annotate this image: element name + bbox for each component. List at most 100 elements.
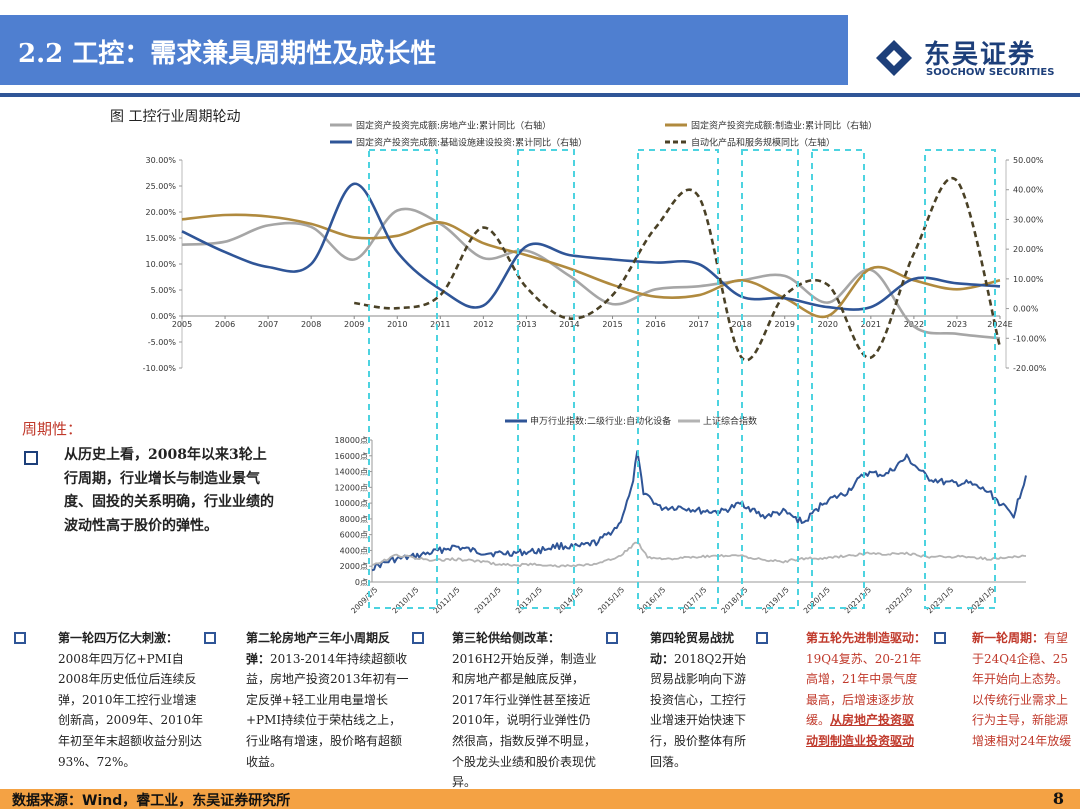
series-line xyxy=(371,541,1027,568)
bullet-square-icon xyxy=(412,632,424,644)
round-highlight: 从房地产投资驱动到制造业投资驱动 xyxy=(806,713,915,748)
series-line xyxy=(181,182,1001,311)
round-title: 第二轮房地产三年小周期反弹： xyxy=(246,631,391,666)
y-tick-label: 2000点 xyxy=(340,562,368,571)
legend-label: 固定资产投资完成额:基础设施建设投资:累计同比（右轴） xyxy=(356,137,587,149)
round-body: 2013-2014年持续超额收益，房地产投资2013年初有一定反弹+轻工业用电量… xyxy=(246,651,409,769)
cycle-label: 周期性： xyxy=(22,420,83,438)
x-tick-label: 2011/1/5 xyxy=(431,585,461,615)
y-right-tick-label: 10.00% xyxy=(1013,275,1044,284)
bullet-square-icon xyxy=(934,632,946,644)
data-source: 数据来源：Wind，睿工业，东吴证券研究所 xyxy=(12,793,291,809)
bullet-square-icon xyxy=(24,451,38,465)
x-tick-label: 2021/1/5 xyxy=(843,585,873,615)
round-4: 第四轮贸易战扰动：2018Q2开始贸易战影响向下游投资信心，工控行业增速开始快速… xyxy=(606,628,754,772)
round-body: 19Q4复苏、20-21年高增，21年中景气度最高，后增速逐步放缓。 xyxy=(806,651,922,728)
x-tick-label: 2015 xyxy=(602,320,622,329)
y-tick-label: 4000点 xyxy=(340,546,368,555)
bullet-square-icon xyxy=(204,632,216,644)
series-line xyxy=(371,450,1027,572)
x-tick-label: 2006 xyxy=(215,320,235,329)
legend-label: 固定资产投资完成额:制造业:累计同比（右轴） xyxy=(691,120,877,132)
x-tick-label: 2009 xyxy=(344,320,364,329)
x-tick-label: 2012 xyxy=(473,320,493,329)
round-title: 第三轮供给侧改革： xyxy=(452,631,561,645)
x-tick-label: 2020/1/5 xyxy=(802,585,832,615)
title-bar: 2.2 工控：需求兼具周期性及成长性 xyxy=(0,15,848,85)
legend-label: 申万行业指数:二级行业:自动化设备 xyxy=(530,415,671,427)
y-tick-label: 18000点 xyxy=(335,436,368,445)
x-tick-label: 2009/1/5 xyxy=(349,585,379,615)
y-left-tick-label: 15.00% xyxy=(145,234,176,243)
bullet-square-icon xyxy=(756,632,768,644)
footer: 数据来源：Wind，睿工业，东吴证券研究所 8 xyxy=(0,789,1080,809)
y-left-tick-label: 25.00% xyxy=(145,182,176,191)
round-body: 2016H2开始反弹，制造业和房地产都是触底反弹，2017年行业弹性甚至接近20… xyxy=(452,651,597,790)
x-tick-label: 2013/1/5 xyxy=(514,585,544,615)
legend-label: 自动化产品和服务规模同比（左轴） xyxy=(691,137,835,149)
x-tick-label: 2018 xyxy=(732,320,752,329)
y-left-tick-label: 10.00% xyxy=(145,260,176,269)
series-line xyxy=(181,213,1001,319)
x-tick-label: 2005 xyxy=(172,320,192,329)
round-2: 第二轮房地产三年小周期反弹：2013-2014年持续超额收益，房地产投资2013… xyxy=(204,628,412,772)
round-title: 新一轮周期： xyxy=(972,631,1045,645)
header-divider xyxy=(0,93,1080,97)
y-tick-label: 12000点 xyxy=(335,483,368,492)
y-left-tick-label: -10.00% xyxy=(143,364,177,373)
y-right-tick-label: 20.00% xyxy=(1013,245,1044,254)
y-right-tick-label: 40.00% xyxy=(1013,186,1044,195)
x-tick-label: 2015/1/5 xyxy=(596,585,626,615)
logo-name-cn: 东吴证券 xyxy=(924,40,1037,70)
legend-label: 固定资产投资完成额:房地产业:累计同比（右轴） xyxy=(356,120,551,132)
x-tick-label: 2010 xyxy=(387,320,407,329)
company-logo: 东吴证券 SOOCHOW SECURITIES xyxy=(872,30,1062,82)
bullet-square-icon xyxy=(14,632,26,644)
x-tick-label: 2007 xyxy=(258,320,278,329)
round-title: 第四轮贸易战扰动： xyxy=(650,631,735,666)
x-tick-label: 2018/1/5 xyxy=(719,585,749,615)
y-left-tick-label: -5.00% xyxy=(148,338,177,347)
x-tick-label: 2023/1/5 xyxy=(925,585,955,615)
y-right-tick-label: 0.00% xyxy=(1013,305,1039,314)
y-tick-label: 0点 xyxy=(355,578,368,587)
y-left-tick-label: 0.00% xyxy=(151,312,177,321)
cycle-rotation-chart: 固定资产投资完成额:房地产业:累计同比（右轴） 固定资产投资完成额:制造业:累计同… xyxy=(143,120,1047,374)
y-right-tick-label: -10.00% xyxy=(1013,334,1047,343)
x-tick-label: 2011 xyxy=(430,320,450,329)
page-number: 8 xyxy=(1052,789,1064,808)
x-tick-label: 2014/1/5 xyxy=(555,585,585,615)
rounds-section: 第一轮四万亿大刺激： 2008年四万亿+PMI自2008年历史低位后连续反弹，20… xyxy=(0,628,1080,789)
x-tick-label: 2023 xyxy=(947,320,967,329)
y-right-tick-label: -20.00% xyxy=(1013,364,1047,373)
x-tick-label: 2012/1/5 xyxy=(473,585,503,615)
x-tick-label: 2013 xyxy=(516,320,536,329)
round-title: 第五轮先进制造驱动： xyxy=(806,631,927,645)
round-3: 第三轮供给侧改革： 2016H2开始反弹，制造业和房地产都是触底反弹，2017年行… xyxy=(412,628,600,793)
round-6: 新一轮周期：有望于24Q4企稳、25年开始向上态势。以传统行业需求上行为主导，新… xyxy=(934,628,1072,752)
x-tick-label: 2014 xyxy=(559,320,579,329)
x-tick-label: 2024/1/5 xyxy=(966,585,996,615)
y-tick-label: 14000点 xyxy=(335,468,368,477)
x-tick-label: 2020 xyxy=(818,320,838,329)
logo-mark-icon xyxy=(876,40,912,76)
x-tick-label: 2021 xyxy=(861,320,881,329)
x-tick-label: 2017 xyxy=(688,320,708,329)
x-tick-label: 2019/1/5 xyxy=(761,585,791,615)
y-tick-label: 6000点 xyxy=(340,531,368,540)
y-tick-label: 8000点 xyxy=(340,515,368,524)
x-tick-label: 2016/1/5 xyxy=(637,585,667,615)
round-5: 第五轮先进制造驱动： 19Q4复苏、20-21年高增，21年中景气度最高，后增速逐… xyxy=(756,628,927,752)
y-left-tick-label: 30.00% xyxy=(145,156,176,165)
legend-label: 上证综合指数 xyxy=(703,415,757,427)
series-line xyxy=(181,207,1001,340)
x-tick-label: 2008 xyxy=(301,320,321,329)
y-right-tick-label: 30.00% xyxy=(1013,215,1044,224)
round-title: 第一轮四万亿大刺激： xyxy=(58,631,179,645)
cycle-description: 从历史上看，2008年以来3轮上行周期，行业增长与制造业景气度、固投的关系明确，… xyxy=(64,447,274,534)
page-title: 2.2 工控：需求兼具周期性及成长性 xyxy=(18,39,437,69)
round-body: 有望于24Q4企稳、25年开始向上态势。以传统行业需求上行为主导，新能源增速相对… xyxy=(972,631,1072,748)
logo-name-en: SOOCHOW SECURITIES xyxy=(926,67,1055,78)
round-body: 2018Q2开始贸易战影响向下游投资信心，工控行业增速开始快速下行，股价整体有所… xyxy=(650,651,747,769)
round-1: 第一轮四万亿大刺激： 2008年四万亿+PMI自2008年历史低位后连续反弹，20… xyxy=(14,628,206,772)
